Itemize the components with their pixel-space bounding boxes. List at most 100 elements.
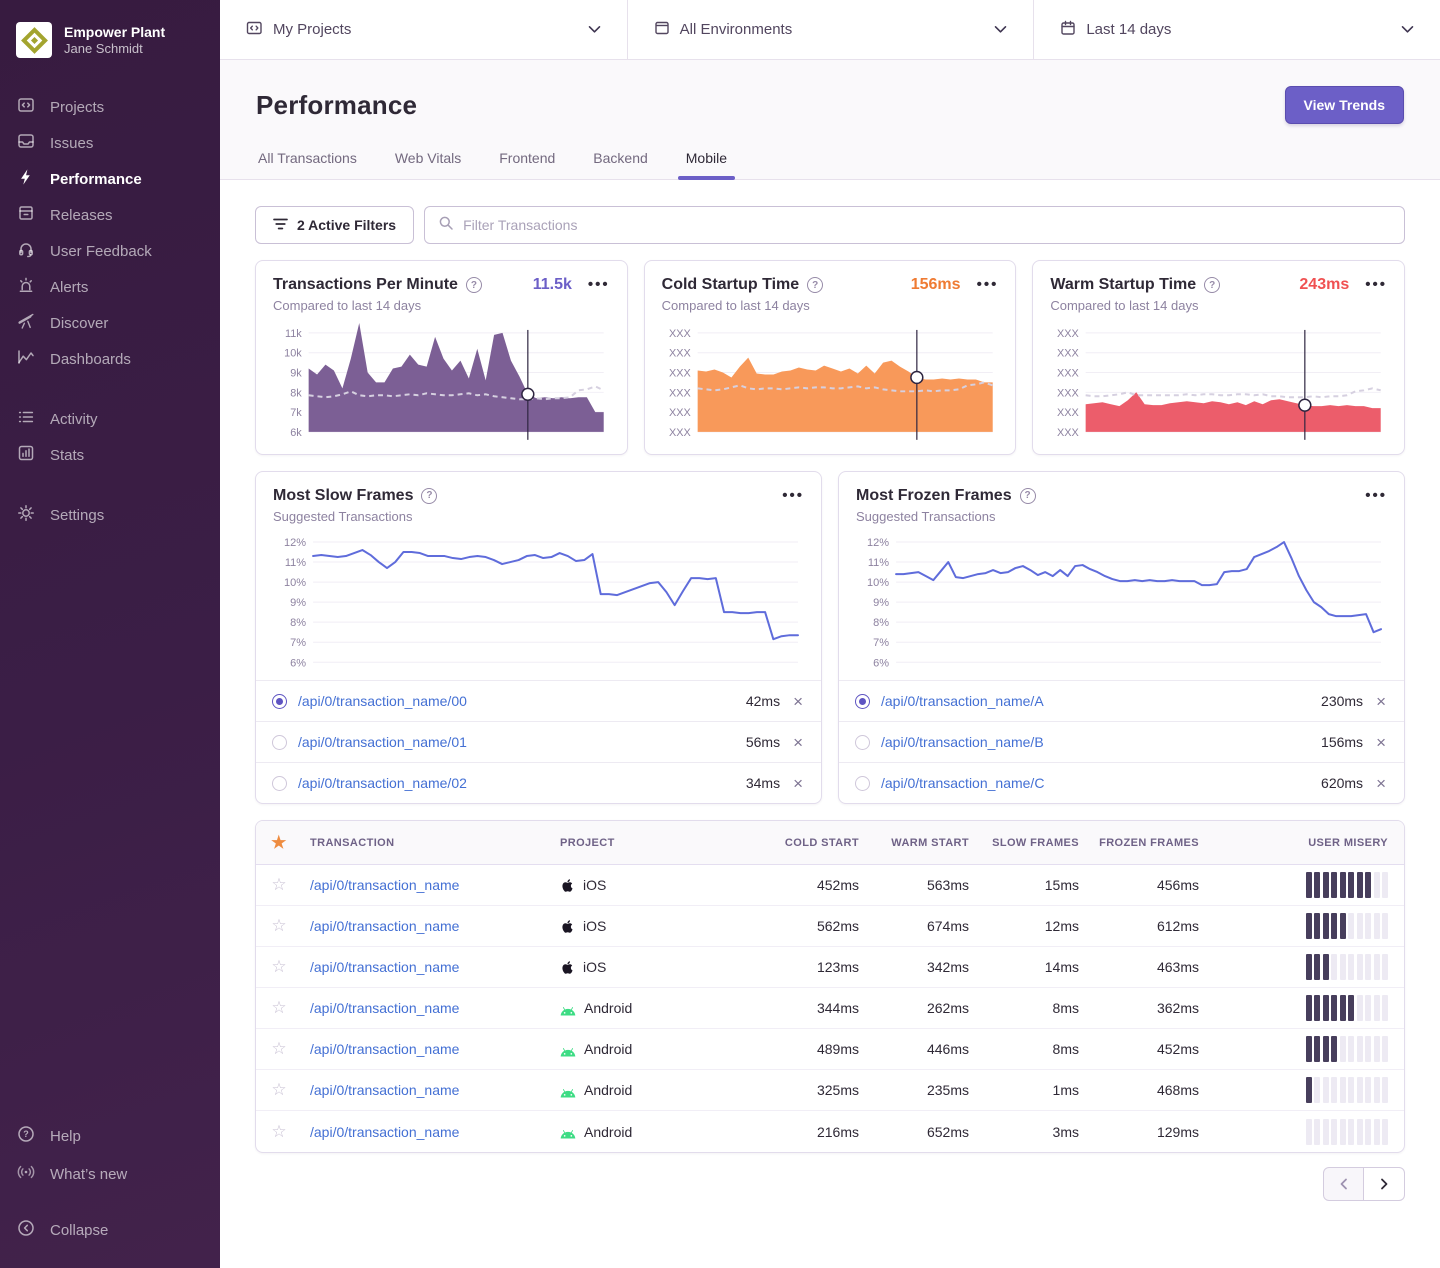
star-outline-icon[interactable]: ☆	[271, 957, 287, 977]
help-circle-icon[interactable]: ?	[1019, 487, 1036, 504]
transaction-link[interactable]: /api/0/transaction_name/01	[298, 734, 467, 751]
sidebar-item-discover[interactable]: Discover	[0, 306, 220, 342]
sidebar-item-label: User Feedback	[50, 243, 152, 260]
previous-page-button[interactable]	[1323, 1167, 1364, 1202]
close-icon[interactable]: ×	[793, 773, 803, 793]
star-outline-icon[interactable]: ☆	[271, 1080, 287, 1100]
card-menu-button[interactable]: •••	[1365, 486, 1387, 504]
warm-start-value: 235ms	[926, 1082, 969, 1099]
user-misery-bars	[1207, 995, 1404, 1022]
transaction-link[interactable]: /api/0/transaction_name	[310, 918, 460, 935]
star-outline-icon[interactable]: ☆	[271, 998, 287, 1018]
transaction-link[interactable]: /api/0/transaction_name/00	[298, 693, 467, 710]
column-header-project[interactable]: PROJECT	[560, 836, 615, 849]
radio-button[interactable]	[855, 693, 870, 709]
tab-all-transactions[interactable]: All Transactions	[258, 150, 357, 166]
card-value: 11.5k	[532, 276, 572, 293]
tab-mobile[interactable]: Mobile	[677, 146, 736, 180]
org-switcher[interactable]: Empower Plant Jane Schmidt	[0, 14, 220, 64]
card-menu-button[interactable]: •••	[782, 486, 804, 504]
column-header-user-misery[interactable]: USER MISERY	[1308, 836, 1388, 849]
svg-text:7%: 7%	[873, 637, 889, 649]
platform-icon	[560, 1124, 576, 1140]
project-filter-dropdown[interactable]: My Projects	[220, 0, 627, 59]
active-filters-button[interactable]: 2 Active Filters	[255, 206, 415, 244]
sidebar-item-stats[interactable]: Stats	[0, 438, 220, 474]
transaction-value: 620ms	[1321, 775, 1364, 792]
column-header-cold-start[interactable]: COLD START	[784, 836, 859, 849]
radio-button[interactable]	[272, 693, 287, 709]
star-outline-icon[interactable]: ☆	[271, 875, 287, 895]
help-circle-icon[interactable]: ?	[465, 277, 482, 293]
transaction-link[interactable]: /api/0/transaction_name	[310, 1000, 460, 1017]
star-outline-icon[interactable]: ☆	[271, 1039, 287, 1059]
card-menu-button[interactable]: •••	[587, 276, 610, 293]
environment-filter-dropdown[interactable]: All Environments	[626, 0, 1034, 59]
star-outline-icon[interactable]: ☆	[271, 1121, 287, 1141]
svg-text:6k: 6k	[290, 427, 302, 439]
column-header-transaction[interactable]: TRANSACTION	[310, 836, 395, 849]
radio-button[interactable]	[272, 734, 287, 750]
card-subtitle: Compared to last 14 days	[1050, 298, 1199, 313]
close-icon[interactable]: ×	[1376, 691, 1386, 711]
sidebar-item-projects[interactable]: Projects	[0, 90, 220, 126]
project-filter-value: My Projects	[273, 21, 352, 38]
sidebar-item-releases[interactable]: Releases	[0, 198, 220, 234]
transaction-link[interactable]: /api/0/transaction_name/C	[881, 775, 1045, 792]
help-circle-icon[interactable]: ?	[807, 277, 824, 293]
column-header-warm-start[interactable]: WARM START	[891, 836, 969, 849]
transaction-link[interactable]: /api/0/transaction_name	[310, 1123, 460, 1140]
transaction-link[interactable]: /api/0/transaction_name	[310, 877, 460, 894]
list-item: /api/0/transaction_name/A 230ms ×	[839, 680, 1404, 721]
help-circle-icon[interactable]: ?	[1204, 277, 1221, 293]
tab-bar: All Transactions Web Vitals Frontend Bac…	[256, 146, 1404, 180]
column-header-slow-frames[interactable]: SLOW FRAMES	[992, 836, 1079, 849]
date-range-dropdown[interactable]: Last 14 days	[1033, 0, 1440, 59]
star-filled-icon[interactable]: ★	[271, 832, 287, 852]
radio-button[interactable]	[855, 775, 870, 791]
tab-web-vitals[interactable]: Web Vitals	[394, 150, 462, 166]
card-menu-button[interactable]: •••	[1365, 276, 1387, 293]
tab-backend[interactable]: Backend	[593, 150, 648, 166]
sidebar-item-settings[interactable]: Settings	[0, 498, 220, 534]
sidebar-item-alerts[interactable]: Alerts	[0, 270, 220, 306]
sidebar-item-activity[interactable]: Activity	[0, 402, 220, 438]
sidebar-item-issues[interactable]: Issues	[0, 126, 220, 162]
close-icon[interactable]: ×	[793, 732, 803, 752]
view-trends-button[interactable]: View Trends	[1284, 86, 1404, 124]
help-circle-icon[interactable]: ?	[421, 487, 438, 504]
tab-frontend[interactable]: Frontend	[499, 150, 556, 166]
svg-text:XXX: XXX	[669, 387, 692, 399]
transaction-link[interactable]: /api/0/transaction_name	[310, 959, 460, 976]
slow-frames-value: 8ms	[1052, 1041, 1079, 1058]
warm-start-value: 262ms	[926, 1000, 969, 1017]
cold-start-value: 216ms	[816, 1123, 859, 1140]
search-input[interactable]	[463, 217, 1391, 233]
sidebar-item-help[interactable]: ? Help	[0, 1118, 220, 1156]
search-box[interactable]	[424, 206, 1405, 244]
svg-text:7%: 7%	[290, 637, 306, 649]
close-icon[interactable]: ×	[793, 691, 803, 711]
star-outline-icon[interactable]: ☆	[271, 916, 287, 936]
sidebar-item-user-feedback[interactable]: User Feedback	[0, 234, 220, 270]
column-header-frozen-frames[interactable]: FROZEN FRAMES	[1099, 836, 1199, 849]
sidebar-item-performance[interactable]: Performance	[0, 162, 220, 198]
svg-text:11%: 11%	[868, 557, 889, 569]
next-page-button[interactable]	[1364, 1167, 1405, 1202]
table-row: ☆ /api/0/transaction_name iOS 452ms 563ms 15m…	[256, 865, 1404, 907]
close-icon[interactable]: ×	[1376, 732, 1386, 752]
transaction-value: 34ms	[745, 775, 781, 792]
card-menu-button[interactable]: •••	[976, 276, 999, 293]
close-icon[interactable]: ×	[1376, 773, 1386, 793]
radio-button[interactable]	[272, 775, 287, 791]
radio-button[interactable]	[855, 734, 870, 750]
transaction-link[interactable]: /api/0/transaction_name	[310, 1082, 460, 1099]
sidebar-item-dashboards[interactable]: Dashboards	[0, 342, 220, 378]
sidebar-collapse-button[interactable]: Collapse	[0, 1212, 220, 1250]
transaction-link[interactable]: /api/0/transaction_name/B	[881, 734, 1044, 751]
transaction-link[interactable]: /api/0/transaction_name	[310, 1041, 460, 1058]
sidebar-item-whats-new[interactable]: What’s new	[0, 1156, 220, 1194]
transaction-link[interactable]: /api/0/transaction_name/02	[298, 775, 467, 792]
transaction-link[interactable]: /api/0/transaction_name/A	[881, 693, 1044, 710]
android-icon	[560, 1130, 576, 1139]
